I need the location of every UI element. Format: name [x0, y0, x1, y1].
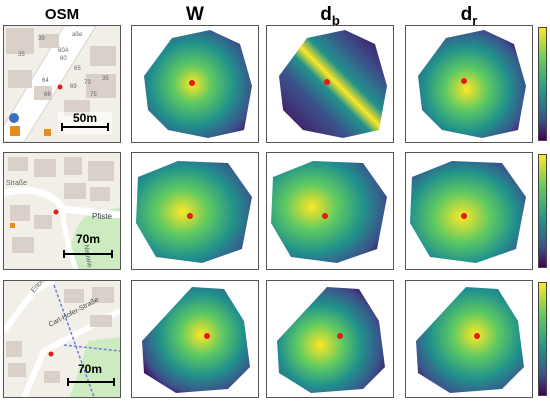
svg-text:39: 39 — [38, 36, 45, 42]
scale-label-row-3: 70m — [78, 362, 102, 376]
svg-text:35: 35 — [18, 52, 25, 58]
heatmap-dr-row-1 — [405, 25, 533, 143]
heatmap-w-row-1 — [131, 25, 259, 143]
svg-text:73: 73 — [84, 80, 91, 86]
scale-label-row-2: 70m — [76, 232, 100, 246]
heatmap-dr-row-2 — [405, 152, 533, 270]
header-db: db — [320, 4, 340, 28]
svg-text:Neuwie: Neuwie — [82, 244, 93, 268]
header-osm: OSM — [44, 6, 80, 23]
svg-text:Pfiste: Pfiste — [92, 212, 113, 221]
heatmap-w-row-3 — [131, 280, 259, 398]
colorbar-row-2 — [538, 154, 547, 268]
svg-text:aße: aße — [72, 32, 83, 38]
heatmap-dr-row-3 — [405, 280, 533, 398]
svg-text:75: 75 — [90, 92, 97, 98]
svg-text:60A: 60A — [58, 48, 69, 54]
header-dr: dr — [460, 4, 478, 28]
heatmap-db-row-2 — [266, 152, 394, 270]
heatmap-db-row-3 — [266, 280, 394, 398]
scale-label-row-1: 50m — [73, 111, 97, 125]
header-w: W — [186, 4, 204, 25]
svg-text:65: 65 — [74, 66, 81, 72]
svg-text:60: 60 — [60, 56, 67, 62]
osm-map-row-3: Erich Carl-Hofer-Straße 70m — [3, 280, 121, 398]
svg-text:69: 69 — [70, 84, 77, 90]
osm-map-row-2: Straße Pfiste Neuwie 70m — [3, 152, 121, 270]
svg-text:64: 64 — [42, 78, 49, 84]
svg-text:66: 66 — [44, 92, 51, 98]
svg-text:Straße: Straße — [6, 180, 27, 187]
heatmap-w-row-2 — [131, 152, 259, 270]
colorbar-row-3 — [538, 282, 547, 396]
svg-text:35: 35 — [102, 76, 109, 82]
heatmap-db-row-1 — [266, 25, 394, 143]
colorbar-row-1 — [538, 27, 547, 141]
osm-map-row-1: aße 35 39 60A 60 65 64 66 69 73 75 35 50… — [3, 25, 121, 143]
